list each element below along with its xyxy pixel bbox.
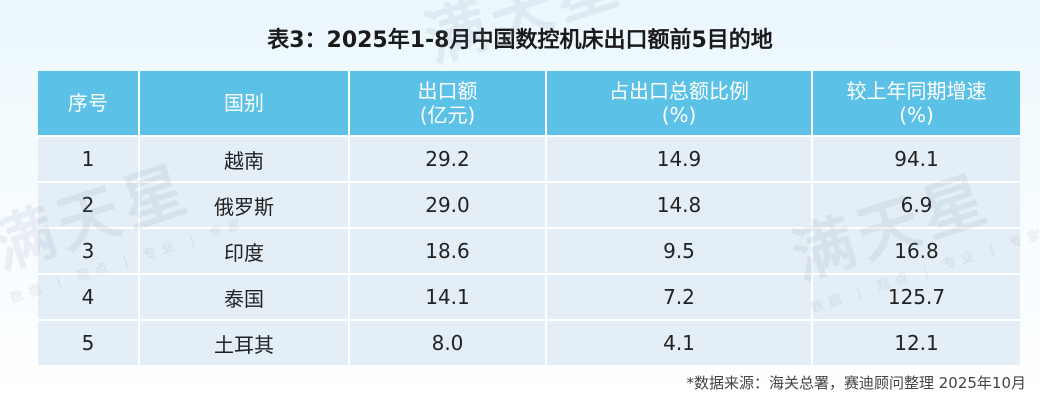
data-source-note: *数据来源：海关总署，赛迪顾问整理 2025年10月 bbox=[686, 374, 1026, 392]
table-row: 5 土耳其 8.0 4.1 12.1 bbox=[38, 319, 1020, 365]
cell-country: 土耳其 bbox=[139, 319, 350, 365]
cell-share: 14.9 bbox=[546, 135, 813, 182]
header-label: 国别 bbox=[224, 91, 264, 115]
cell-share: 9.5 bbox=[546, 227, 813, 274]
header-label: 出口额 bbox=[417, 79, 478, 103]
header-export: 出口额 (亿元) bbox=[349, 71, 547, 136]
header-country: 国别 bbox=[139, 71, 350, 136]
cell-share: 7.2 bbox=[546, 273, 813, 320]
cell-country: 俄罗斯 bbox=[139, 181, 350, 228]
cell-export: 18.6 bbox=[349, 227, 547, 274]
header-unit: (%) bbox=[661, 103, 697, 127]
cell-country: 印度 bbox=[139, 227, 350, 274]
cell-export: 29.2 bbox=[349, 135, 547, 182]
header-unit: (%) bbox=[899, 103, 934, 127]
table-row: 4 泰国 14.1 7.2 125.7 bbox=[38, 273, 1020, 320]
cell-growth: 125.7 bbox=[812, 273, 1020, 320]
cell-share: 14.8 bbox=[546, 181, 813, 228]
table-row: 1 越南 29.2 14.9 94.1 bbox=[38, 135, 1020, 182]
cell-growth: 6.9 bbox=[812, 181, 1020, 228]
cell-growth: 94.1 bbox=[812, 135, 1020, 182]
cell-export: 14.1 bbox=[349, 273, 547, 320]
header-label: 占出口总额比例 bbox=[609, 79, 749, 103]
cell-rank: 3 bbox=[38, 227, 140, 274]
export-destinations-table: 序号 国别 出口额 (亿元) 占出口总额比例 (%) 较上年同期增速 (%) bbox=[38, 71, 1020, 365]
cell-country: 越南 bbox=[139, 135, 350, 182]
cell-rank: 5 bbox=[38, 319, 140, 365]
cell-rank: 2 bbox=[38, 181, 140, 228]
table-row: 3 印度 18.6 9.5 16.8 bbox=[38, 227, 1020, 274]
cell-share: 4.1 bbox=[546, 319, 813, 365]
header-rank: 序号 bbox=[38, 71, 140, 136]
header-share: 占出口总额比例 (%) bbox=[546, 71, 813, 136]
cell-export: 29.0 bbox=[349, 181, 547, 228]
table-title: 表3：2025年1-8月中国数控机床出口额前5目的地 bbox=[267, 28, 773, 53]
header-label: 序号 bbox=[68, 91, 108, 115]
cell-rank: 1 bbox=[38, 135, 140, 182]
header-label: 较上年同期增速 bbox=[846, 79, 987, 103]
cell-export: 8.0 bbox=[349, 319, 547, 365]
table-header-row: 序号 国别 出口额 (亿元) 占出口总额比例 (%) 较上年同期增速 (%) bbox=[38, 71, 1020, 136]
header-unit: (亿元) bbox=[419, 103, 476, 127]
cell-country: 泰国 bbox=[139, 273, 350, 320]
table-row: 2 俄罗斯 29.0 14.8 6.9 bbox=[38, 181, 1020, 228]
cell-growth: 12.1 bbox=[812, 319, 1020, 365]
header-growth: 较上年同期增速 (%) bbox=[812, 71, 1020, 136]
cell-rank: 4 bbox=[38, 273, 140, 320]
cell-growth: 16.8 bbox=[812, 227, 1020, 274]
